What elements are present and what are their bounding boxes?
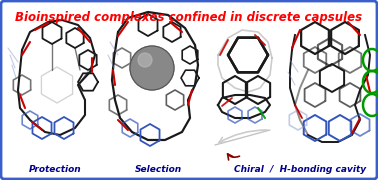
- Text: Chiral  /  H-bonding cavity: Chiral / H-bonding cavity: [234, 165, 366, 174]
- Circle shape: [130, 46, 174, 90]
- Text: Selection: Selection: [135, 165, 181, 174]
- Circle shape: [138, 53, 152, 67]
- Text: Protection: Protection: [29, 165, 81, 174]
- Text: Bioinspired complexes confined in discrete capsules: Bioinspired complexes confined in discre…: [15, 11, 363, 24]
